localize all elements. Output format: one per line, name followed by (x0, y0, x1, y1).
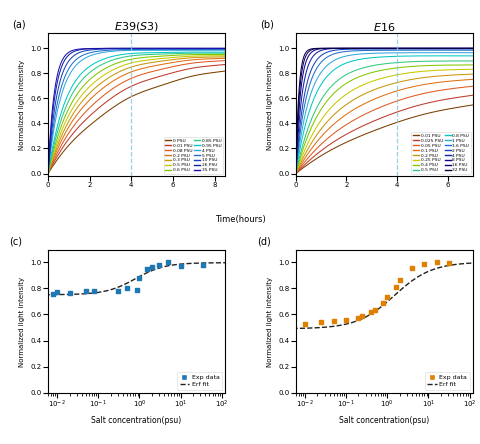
Point (49, 290, 57, 297)
X-axis label: Salt concentration(psu): Salt concentration(psu) (339, 416, 430, 425)
Point (123, 285, 131, 292)
Point (155, 262, 163, 269)
Point (408, 264, 416, 271)
Text: Time(hours): Time(hours) (215, 215, 265, 224)
Point (148, 264, 156, 271)
Title: $\it{E}16$: $\it{E}16$ (373, 20, 396, 32)
Point (396, 277, 404, 284)
Point (355, 314, 362, 321)
Point (433, 258, 441, 266)
Point (367, 309, 375, 316)
Y-axis label: Normalized light intensity: Normalized light intensity (19, 59, 25, 150)
Y-axis label: Normalized light intensity: Normalized light intensity (267, 277, 273, 367)
Text: (b): (b) (260, 20, 274, 30)
Point (330, 317, 337, 325)
Point (114, 288, 122, 295)
Point (177, 262, 184, 270)
Text: (c): (c) (9, 237, 22, 246)
Point (143, 265, 151, 272)
X-axis label: Salt concentration(psu): Salt concentration(psu) (91, 416, 181, 425)
Point (82, 288, 90, 295)
Point (445, 259, 453, 266)
Point (53, 289, 61, 296)
Legend: 0 PSU, 0.01 PSU, 0.08 PSU, 0.2 PSU, 0.3 PSU, 0.5 PSU, 0.6 PSU, 0.85 PSU, 0.95 PS: 0 PSU, 0.01 PSU, 0.08 PSU, 0.2 PSU, 0.3 … (164, 137, 223, 174)
Point (420, 261, 428, 268)
Text: (d): (d) (257, 237, 271, 246)
Point (132, 287, 140, 294)
Point (392, 283, 399, 290)
Y-axis label: Normalized light intensity: Normalized light intensity (19, 277, 25, 367)
Y-axis label: Normalized light intensity: Normalized light intensity (267, 59, 273, 150)
Point (164, 258, 172, 266)
Point (66, 289, 73, 296)
Legend: 0.01 PSU, 0.025 PSU, 0.05 PSU, 0.1 PSU, 0.2 PSU, 0.25 PSU, 0.4 PSU, 0.5 PSU, 0.8: 0.01 PSU, 0.025 PSU, 0.05 PSU, 0.1 PSU, … (411, 132, 470, 174)
Point (317, 319, 325, 326)
Point (379, 300, 387, 307)
Legend: Exp data, Erf fit: Exp data, Erf fit (177, 372, 222, 390)
Point (90, 287, 98, 294)
Point (301, 320, 309, 327)
Point (342, 316, 350, 323)
Point (135, 275, 143, 282)
Legend: Exp data, Erf fit: Exp data, Erf fit (425, 372, 469, 390)
Point (359, 312, 366, 319)
Point (199, 262, 207, 269)
Point (371, 306, 379, 313)
Title: $\it{E}39(\it{S}3)$: $\it{E}39(\it{S}3)$ (114, 20, 159, 33)
Text: (a): (a) (12, 20, 26, 30)
Point (384, 294, 391, 301)
